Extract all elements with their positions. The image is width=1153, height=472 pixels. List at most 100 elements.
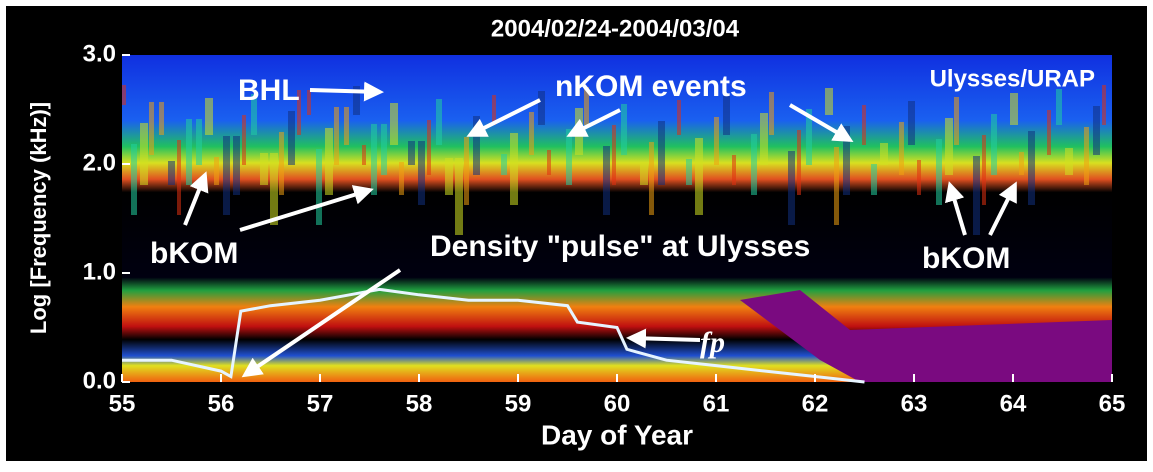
spectrogram-streak	[362, 145, 366, 165]
spectrogram-streak	[603, 146, 610, 215]
spectrogram-streak	[936, 139, 942, 205]
spectrogram-streak	[223, 136, 230, 215]
x-tick-label: 56	[208, 390, 235, 417]
spectrogram-streak	[177, 140, 181, 215]
y-tick-label: 0.0	[83, 367, 116, 394]
spectrogram-streak	[760, 113, 768, 165]
spectrogram-streak	[945, 118, 953, 175]
spectrogram-streak	[344, 107, 349, 145]
spectrogram-streak	[825, 88, 833, 115]
spectrogram-streak	[1019, 152, 1024, 175]
spectrogram-streak	[334, 107, 339, 165]
x-tick-label: 64	[1000, 390, 1027, 417]
spectrogram-streak	[501, 154, 507, 175]
spectrogram-streak	[973, 156, 980, 235]
spectrogram-streak	[1047, 110, 1051, 155]
spectrogram-streak	[917, 160, 921, 195]
spectrogram-streak	[649, 142, 654, 215]
spectrogram-streak	[769, 92, 774, 135]
spectrogram-streak	[122, 85, 126, 105]
spectrogram-streak	[732, 155, 736, 185]
chart-title: 2004/02/24-2004/03/04	[491, 15, 740, 42]
y-tick-label: 1.0	[83, 258, 116, 285]
spectrogram-streak	[242, 115, 246, 165]
arrow	[310, 90, 380, 92]
spectrogram-streak	[908, 101, 915, 145]
spectrogram-streak	[538, 91, 545, 125]
spectrogram-streak	[991, 114, 997, 175]
spectrogram-streak	[445, 158, 453, 195]
spectrogram-streak	[233, 136, 240, 195]
spectrogram-streak	[834, 147, 839, 225]
annotation: bKOM	[922, 242, 1010, 275]
spectrogram-streak	[677, 100, 681, 135]
spectrogram-streak	[1093, 106, 1100, 155]
spectrogram-streak	[427, 120, 431, 175]
spectrogram-streak	[1010, 93, 1018, 125]
spectrogram-streak	[270, 153, 278, 225]
spectrogram-streak	[880, 143, 888, 165]
spectrogram-streak	[140, 123, 148, 185]
x-tick-label: 65	[1099, 390, 1126, 417]
annotation: Ulysses/URAP	[930, 65, 1095, 92]
x-axis-label: Day of Year	[541, 419, 693, 450]
spectrogram-streak	[390, 103, 398, 145]
spectrogram-streak	[862, 105, 866, 145]
spectrogram-streak	[399, 162, 404, 195]
spectrogram-streak	[214, 157, 219, 185]
spectrogram-streak	[149, 102, 154, 155]
spectrogram-streak	[510, 133, 518, 205]
spectrogram-streak	[686, 159, 692, 185]
x-tick-label: 57	[307, 390, 334, 417]
spectrogram-streak	[566, 129, 572, 185]
spectrogram-streak	[982, 135, 986, 205]
spectrogram-streak	[279, 132, 284, 195]
annotation: bKOM	[150, 237, 238, 270]
spectrogram-streak	[288, 111, 295, 165]
spectrogram-streak	[658, 121, 665, 185]
spectrogram-streak	[196, 119, 202, 165]
spectrogram-streak	[899, 122, 904, 175]
spectrogram-streak	[695, 138, 703, 215]
x-tick-label: 60	[604, 390, 631, 417]
annotation: BHL	[238, 74, 300, 107]
spectrogram-streak	[640, 163, 648, 185]
spectrogram-streak	[186, 119, 192, 185]
spectrogram-streak	[954, 97, 959, 145]
spectrogram-streak	[871, 164, 877, 195]
spectrogram-streak	[205, 98, 213, 135]
y-tick-label: 3.0	[83, 40, 116, 67]
arrow	[630, 338, 700, 340]
spectrogram-streak	[455, 158, 463, 235]
chart: 2004/02/24-2004/03/04 Day of Year Log [F…	[0, 0, 1153, 467]
spectrogram-streak	[371, 124, 377, 195]
spectrogram-streak	[547, 150, 551, 175]
annotation: Density "pulse" at Ulysses	[430, 230, 810, 263]
annotation: nKOM events	[555, 70, 747, 103]
spectrogram-streak	[1056, 89, 1062, 125]
spectrogram-streak	[325, 128, 333, 195]
spectrogram-streak	[529, 112, 534, 155]
spectrogram-streak	[797, 130, 801, 195]
spectrogram-streak	[1102, 85, 1106, 125]
spectrogram-streak	[464, 137, 469, 205]
x-tick-label: 55	[109, 390, 136, 417]
x-tick-label: 63	[901, 390, 928, 417]
x-tick-label: 61	[703, 390, 730, 417]
spectrogram-streak	[751, 134, 757, 195]
spectrogram-streak	[473, 116, 480, 175]
spectrogram-streak	[1065, 148, 1073, 175]
spectrogram-streak	[381, 124, 387, 175]
spectrogram-streak	[260, 153, 268, 185]
x-tick-label: 62	[802, 390, 829, 417]
spectrogram-streak	[436, 99, 442, 145]
spectrogram-streak	[714, 117, 719, 165]
spectrogram-streak	[316, 149, 322, 225]
spectrogram-streak	[1084, 127, 1089, 185]
y-tick-label: 2.0	[83, 149, 116, 176]
spectrogram-streak	[131, 144, 137, 215]
x-tick-label: 58	[406, 390, 433, 417]
spectrogram-streak	[307, 90, 311, 115]
y-axis-label: Log [Frequency (kHz)]	[26, 102, 51, 334]
spectrogram-streak	[168, 161, 175, 185]
